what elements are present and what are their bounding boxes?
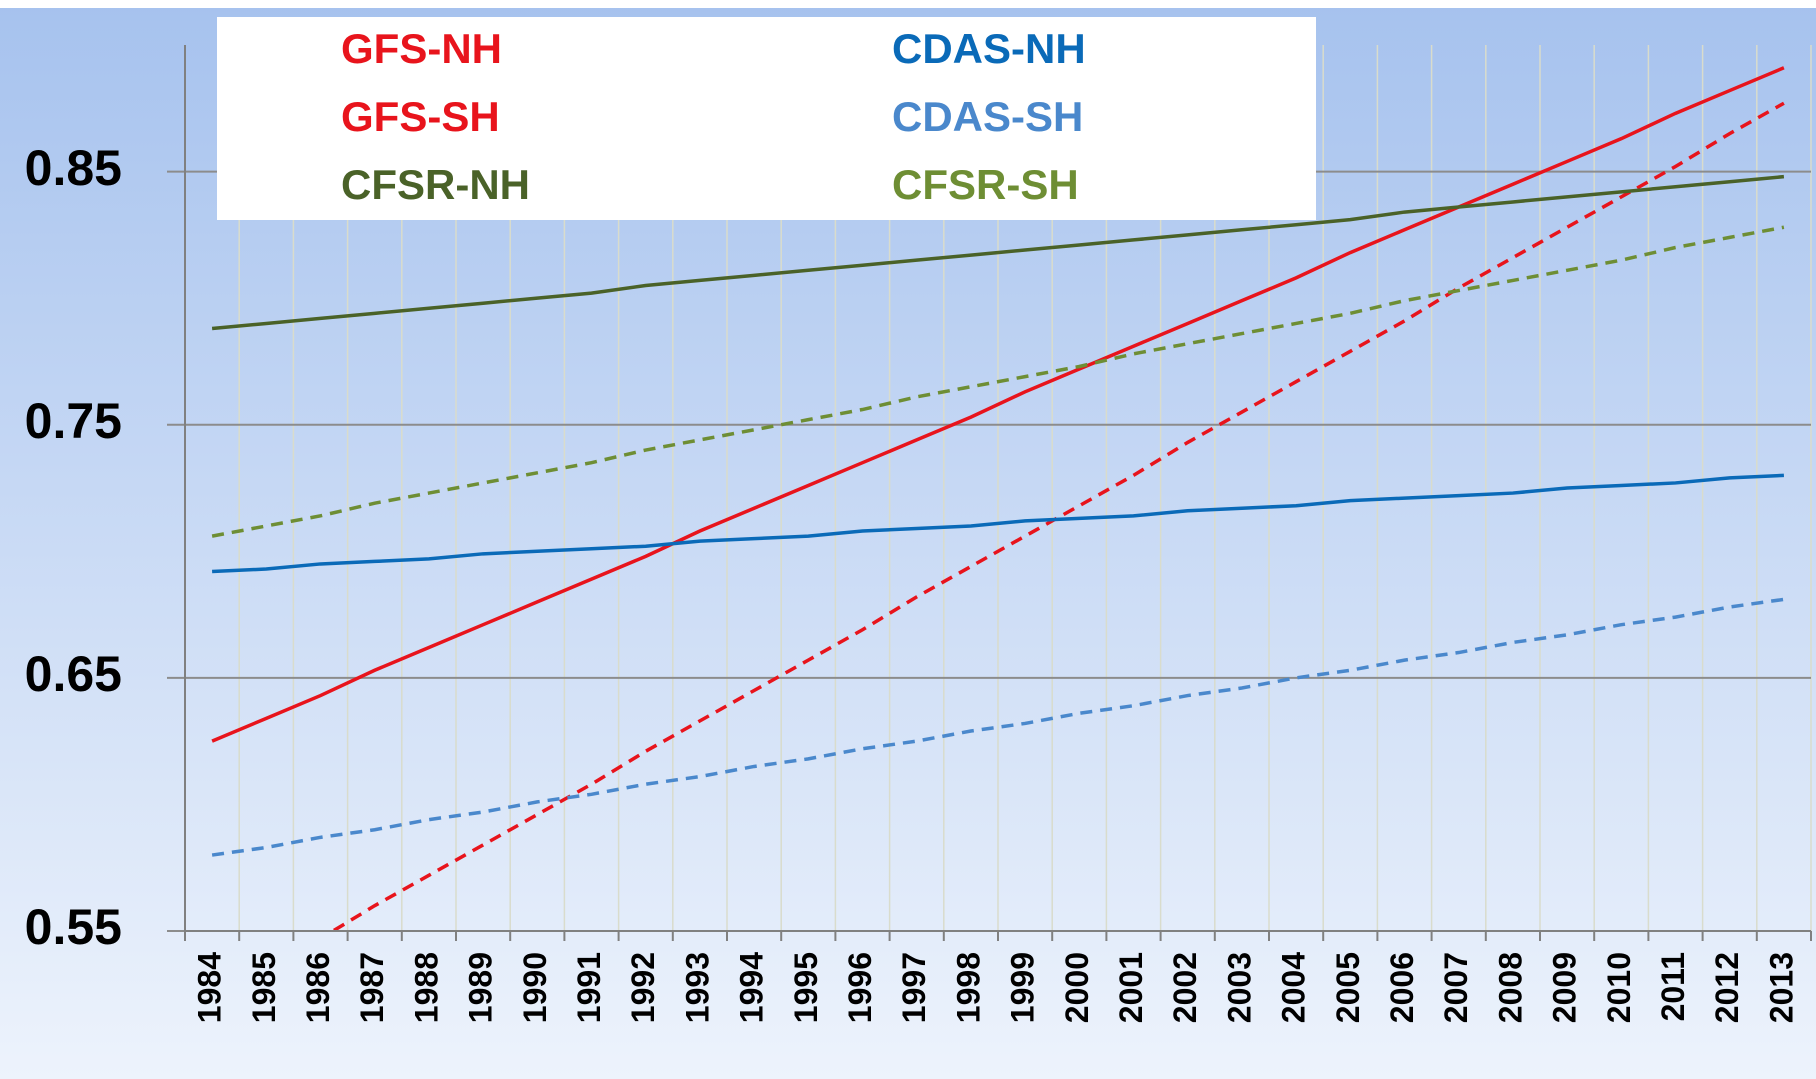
x-tick-label: 1985 bbox=[246, 952, 282, 1023]
legend-box bbox=[217, 17, 1316, 220]
x-tick-label: 1994 bbox=[734, 952, 770, 1023]
series-line bbox=[211, 174, 1785, 331]
x-tick-label: 2000 bbox=[1059, 952, 1095, 1023]
x-tick-label: 2011 bbox=[1655, 952, 1691, 1021]
legend-label: CDAS-NH bbox=[892, 25, 1086, 72]
x-tick-label: 1984 bbox=[192, 952, 228, 1023]
foreground: 0.55 0.65 0.75 0.85 1984 1985 1986 1987 1988 1989… bbox=[25, 25, 1812, 1023]
x-tick-label: 2013 bbox=[1763, 952, 1799, 1023]
legend-label: CFSR-NH bbox=[341, 161, 530, 208]
x-tick-label: 2003 bbox=[1221, 952, 1257, 1023]
x-tick-label: 2005 bbox=[1330, 952, 1366, 1023]
x-tick-label: 1997 bbox=[896, 952, 932, 1023]
series-line bbox=[211, 66, 1785, 743]
y-tick-label: 0.55 bbox=[25, 899, 122, 955]
x-tick-label: 2007 bbox=[1438, 952, 1474, 1023]
y-tick-label: 0.65 bbox=[25, 646, 122, 702]
header-strip bbox=[0, 0, 1816, 8]
x-tick-label: 1987 bbox=[354, 952, 390, 1023]
x-tick-label: 2006 bbox=[1384, 952, 1420, 1023]
series-line bbox=[212, 473, 1784, 574]
x-tick-label: 1999 bbox=[1005, 952, 1041, 1023]
x-tick-label: 2001 bbox=[1113, 952, 1149, 1023]
x-tick-label: 1998 bbox=[950, 952, 986, 1023]
x-tick-label: 2004 bbox=[1276, 952, 1312, 1023]
x-tick-label: 1993 bbox=[679, 952, 715, 1023]
x-tick-label: 1991 bbox=[571, 952, 607, 1023]
x-tick-label: 1986 bbox=[300, 952, 336, 1023]
legend-label: GFS-SH bbox=[341, 93, 500, 140]
legend-label: GFS-NH bbox=[341, 25, 502, 72]
x-tick-label: 2012 bbox=[1709, 952, 1745, 1023]
x-tick-label: 1989 bbox=[463, 952, 499, 1023]
legend-label: CFSR-SH bbox=[892, 161, 1079, 208]
x-tick-label: 1996 bbox=[842, 952, 878, 1023]
x-tick-label: 1988 bbox=[408, 952, 444, 1023]
x-tick-label: 1992 bbox=[625, 952, 661, 1023]
lines bbox=[211, 66, 1785, 931]
x-tick-label: 1990 bbox=[517, 952, 553, 1023]
series-line bbox=[329, 101, 1785, 931]
legend-label: CDAS-SH bbox=[892, 93, 1083, 140]
y-tick-label: 0.75 bbox=[25, 393, 122, 449]
y-tick-label: 0.85 bbox=[25, 140, 122, 196]
x-tick-label: 2009 bbox=[1547, 952, 1583, 1023]
x-tick-label: 1995 bbox=[788, 952, 824, 1023]
series-line bbox=[211, 597, 1785, 857]
x-tick-label: 2008 bbox=[1492, 952, 1528, 1023]
x-tick-label: 2010 bbox=[1601, 952, 1637, 1023]
series-line bbox=[211, 225, 1785, 538]
x-tick-label: 2002 bbox=[1167, 952, 1203, 1023]
